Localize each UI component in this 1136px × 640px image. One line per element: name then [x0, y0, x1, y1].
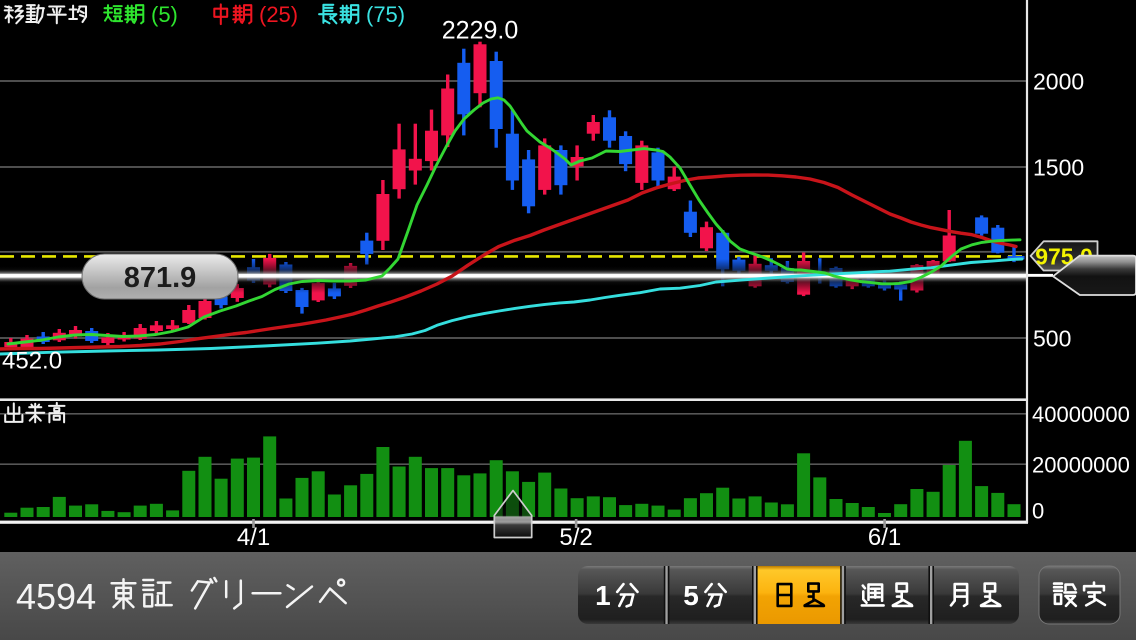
svg-text:(5): (5) — [151, 2, 178, 27]
svg-text:1: 1 — [595, 580, 611, 611]
svg-text:40000000: 40000000 — [1032, 402, 1130, 427]
svg-text:4/1: 4/1 — [237, 524, 270, 551]
svg-text:(25): (25) — [259, 2, 298, 27]
svg-text:20000000: 20000000 — [1032, 453, 1130, 478]
svg-text:871.9: 871.9 — [124, 262, 197, 294]
svg-text:1500: 1500 — [1033, 155, 1084, 181]
svg-text:5: 5 — [683, 580, 699, 611]
svg-text:0: 0 — [1032, 499, 1044, 524]
svg-text:(75): (75) — [366, 2, 405, 27]
svg-text:2000: 2000 — [1033, 69, 1084, 95]
svg-text:6/1: 6/1 — [868, 524, 901, 551]
svg-text:2229.0: 2229.0 — [442, 17, 518, 45]
svg-text:5/2: 5/2 — [559, 524, 592, 551]
svg-text:452.0: 452.0 — [2, 348, 62, 375]
svg-text:500: 500 — [1033, 326, 1071, 352]
svg-text:4594: 4594 — [16, 576, 96, 617]
